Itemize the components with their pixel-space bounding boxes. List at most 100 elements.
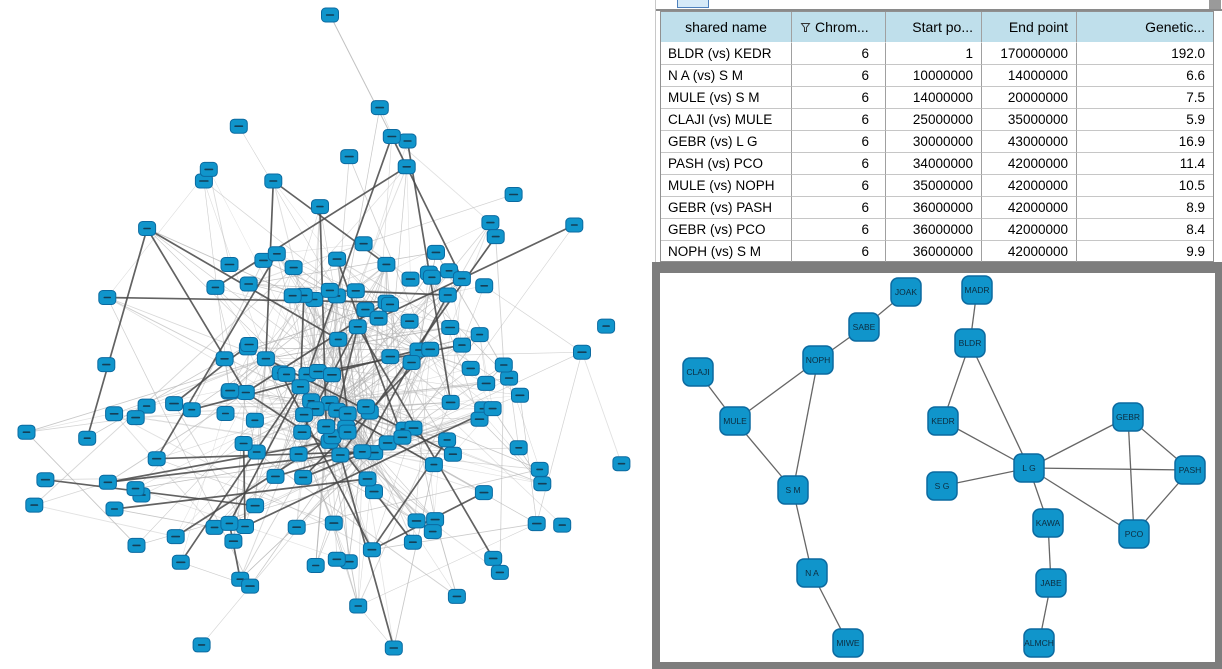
network-node[interactable] [240,337,259,352]
network-node[interactable] [424,457,443,473]
network-node[interactable] [309,364,327,379]
table-row[interactable]: MULE (vs) S M 6 14000000 20000000 7.5 [661,87,1213,109]
graph-edge-GEBR-PCO[interactable] [1127,416,1135,535]
network-node[interactable] [509,440,528,456]
network-node[interactable] [192,637,211,653]
table-row[interactable]: GEBR (vs) PASH 6 36000000 42000000 8.9 [661,197,1213,219]
network-node[interactable] [98,474,117,490]
network-node[interactable] [17,424,36,440]
network-node[interactable] [348,319,367,335]
network-node[interactable] [381,296,399,312]
table-row[interactable]: MULE (vs) NOPH 6 35000000 42000000 10.5 [661,175,1213,197]
network-node[interactable] [284,260,303,276]
network-node[interactable] [338,424,357,440]
network-node-BLDR[interactable]: BLDR [954,328,986,358]
network-node[interactable] [422,269,441,285]
network-node[interactable] [245,412,264,428]
network-node-SABE[interactable]: SABE [848,312,880,342]
network-node[interactable] [504,187,523,202]
column-header-chrom[interactable]: Chrom... [792,12,886,43]
network-node[interactable] [447,588,466,604]
network-node[interactable] [421,341,440,357]
graph-edge-L G-PASH[interactable] [1028,467,1191,471]
network-node[interactable] [511,387,529,403]
graph-edge-GEBR-L G[interactable] [1028,416,1129,469]
network-node[interactable] [441,394,460,410]
network-node[interactable] [206,279,225,295]
network-node[interactable] [287,519,306,535]
network-node[interactable] [470,327,489,343]
network-node[interactable] [393,429,412,445]
network-node[interactable] [397,159,416,175]
network-node[interactable] [443,446,462,462]
network-node[interactable] [215,351,234,367]
network-node-JOAK[interactable]: JOAK [890,277,922,307]
network-node[interactable] [289,446,308,462]
network-node[interactable] [370,100,389,116]
network-node[interactable] [182,402,201,418]
network-node[interactable] [294,469,313,485]
graph-edge-L G-PCO[interactable] [1028,467,1135,535]
network-node[interactable] [324,515,343,531]
network-node[interactable] [25,497,44,513]
network-node-MADR[interactable]: MADR [961,275,993,305]
network-node[interactable] [221,383,240,399]
network-node-GEBR[interactable]: GEBR [1112,402,1144,432]
network-node[interactable] [105,501,124,517]
network-node-S M[interactable]: S M [777,475,809,505]
network-node[interactable] [403,534,422,550]
network-node-S G[interactable]: S G [926,471,958,501]
network-node-CLAJI[interactable]: CLAJI [682,357,714,387]
network-node[interactable] [267,246,286,262]
network-node[interactable] [247,444,266,460]
network-node-PCO[interactable]: PCO [1118,519,1150,549]
table-row[interactable]: CLAJI (vs) MULE 6 25000000 35000000 5.9 [661,109,1213,131]
network-node[interactable] [236,385,255,400]
network-node[interactable] [246,498,265,514]
network-node[interactable] [127,537,146,553]
network-node[interactable] [340,149,359,165]
network-node[interactable] [484,550,503,566]
dense-network-panel[interactable] [0,0,655,669]
network-node[interactable] [293,424,312,440]
network-node[interactable] [369,310,388,326]
detail-network-canvas[interactable]: JOAK MADR SABE NOPH BLDR CLAJI MULE KEDR GEBR L G… [660,273,1215,662]
network-node[interactable] [320,282,339,298]
network-node-N A[interactable]: N A [796,558,828,588]
network-node[interactable] [311,199,329,215]
table-row[interactable]: NOPH (vs) S M 6 36000000 42000000 9.9 [661,241,1213,262]
network-node[interactable] [377,256,396,272]
network-node[interactable] [126,481,145,497]
detail-network-panel[interactable]: JOAK MADR SABE NOPH BLDR CLAJI MULE KEDR GEBR L G… [652,262,1222,669]
network-node[interactable] [427,244,445,260]
network-node[interactable] [407,513,426,529]
network-node[interactable] [452,271,471,287]
network-node[interactable] [78,430,97,446]
network-node[interactable] [527,516,546,532]
network-node-ALMCH[interactable]: ALMCH [1023,628,1055,658]
network-node[interactable] [401,271,420,287]
network-node[interactable] [565,217,584,233]
graph-edge-NOPH-S M[interactable] [792,359,819,491]
network-node[interactable] [277,366,296,382]
network-node-NOPH[interactable]: NOPH [802,345,834,375]
dense-network-canvas[interactable] [0,0,655,669]
network-node[interactable] [338,406,357,422]
network-node[interactable] [126,410,145,426]
network-node[interactable] [612,456,631,472]
network-node[interactable] [382,129,401,144]
network-node[interactable] [402,355,421,370]
network-node[interactable] [483,401,502,417]
network-node[interactable] [105,406,124,422]
network-node[interactable] [239,276,258,292]
network-node[interactable] [256,351,275,367]
network-node[interactable] [323,367,341,383]
toolbar-fragment[interactable] [677,0,709,8]
network-node[interactable] [530,461,549,477]
column-header-startpo[interactable]: Start po... [886,12,982,43]
table-row[interactable]: N A (vs) S M 6 10000000 14000000 6.6 [661,65,1213,87]
network-node[interactable] [220,515,239,531]
network-node-L G[interactable]: L G [1013,453,1045,483]
network-node[interactable] [328,251,347,267]
network-node[interactable] [453,337,471,353]
